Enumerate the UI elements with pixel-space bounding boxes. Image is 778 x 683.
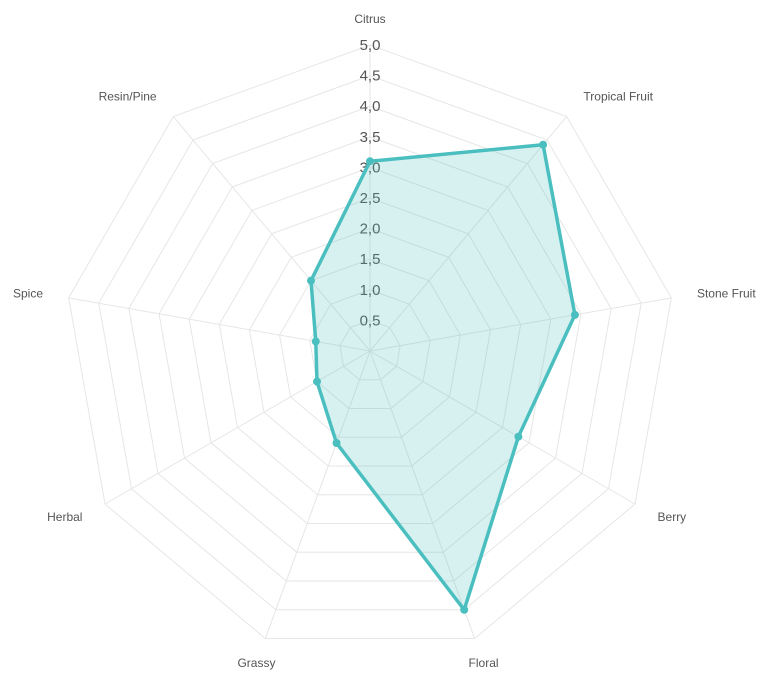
grid-spoke (104, 350, 371, 505)
grid-ring (158, 136, 582, 553)
grid-ring (248, 228, 492, 467)
axis-label-floral: Floral (469, 656, 499, 670)
grid-spoke (369, 350, 476, 639)
axis-label-berry: Berry (658, 510, 687, 524)
axis-label-stone-fruit: Stone Fruit (697, 286, 756, 300)
data-point-tropical-fruit[interactable] (539, 140, 548, 149)
data-point-stone-fruit[interactable] (570, 310, 579, 319)
axis-label-resin-pine: Resin/Pine (99, 90, 157, 104)
grid-spoke (369, 297, 672, 352)
data-point-herbal[interactable] (312, 377, 321, 386)
grid-ring (218, 197, 522, 496)
data-point-citrus[interactable] (366, 157, 374, 166)
axis-label-grassy: Grassy (237, 656, 275, 670)
data-point-floral[interactable] (460, 605, 469, 614)
data-point-berry[interactable] (514, 432, 523, 441)
grid-spoke (68, 297, 371, 352)
grid-ring (339, 319, 401, 381)
axis-label-tropical-fruit: Tropical Fruit (583, 90, 653, 104)
grid-ring (68, 44, 672, 640)
grid-ring (98, 75, 642, 611)
grid-ring (128, 105, 612, 582)
radial-tick-labels: 0,51,01,52,02,53,03,54,04,55,0 (360, 37, 381, 329)
grid-ring (309, 289, 431, 410)
data-point-resin-pine[interactable] (306, 276, 315, 285)
tick-label: 3,5 (360, 129, 381, 146)
axis-label-citrus: Citrus (354, 12, 385, 26)
tick-label: 1,0 (360, 282, 381, 299)
tick-label: 4,0 (360, 98, 381, 115)
tick-label: 0,5 (360, 312, 381, 329)
axis-label-spice: Spice (13, 286, 43, 300)
tick-label: 1,5 (360, 251, 381, 268)
grid-spoke (369, 350, 636, 505)
series-area (309, 142, 577, 612)
axis-label-herbal: Herbal (47, 510, 82, 524)
series-layer (306, 140, 579, 614)
tick-label: 2,0 (360, 221, 381, 238)
grid-ring (188, 166, 552, 525)
radar-grid (68, 44, 672, 640)
grid-spoke (369, 116, 568, 352)
tick-label: 5,0 (360, 37, 381, 54)
data-point-spice[interactable] (311, 337, 320, 346)
grid-ring (279, 258, 461, 438)
axis-labels: Citrus Tropical Fruit Stone Fruit Berry Flor… (13, 12, 756, 670)
tick-label: 2,5 (360, 190, 381, 207)
data-point-grassy[interactable] (332, 439, 341, 448)
grid-spoke (172, 116, 371, 352)
tick-label: 4,5 (360, 68, 381, 85)
grid-spoke (264, 350, 371, 639)
